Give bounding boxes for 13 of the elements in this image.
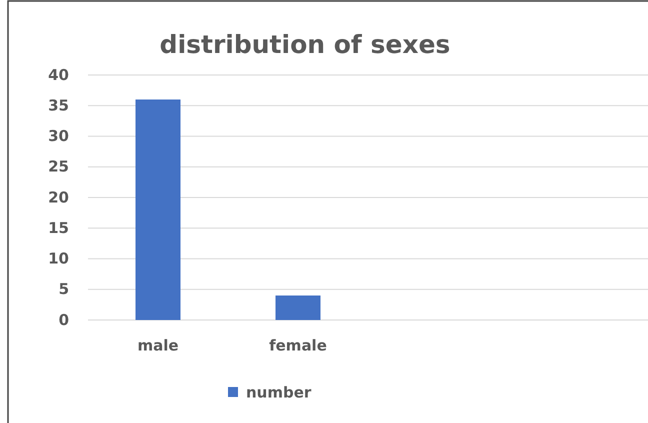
y-tick-label: 35 xyxy=(48,96,69,114)
x-tick-label: male xyxy=(137,336,179,355)
y-tick-label: 25 xyxy=(48,158,69,176)
y-tick-label: 20 xyxy=(48,188,69,206)
y-tick-label: 5 xyxy=(58,280,69,298)
y-tick-label: 0 xyxy=(58,310,69,329)
legend-label: number xyxy=(246,384,312,402)
y-tick-label: 10 xyxy=(48,250,69,268)
y-tick-label: 30 xyxy=(48,127,69,146)
y-tick-label: 40 xyxy=(48,66,69,84)
chart-title: distribution of sexes xyxy=(160,30,450,59)
x-tick-label: female xyxy=(269,336,327,355)
y-tick-label: 15 xyxy=(48,218,69,237)
